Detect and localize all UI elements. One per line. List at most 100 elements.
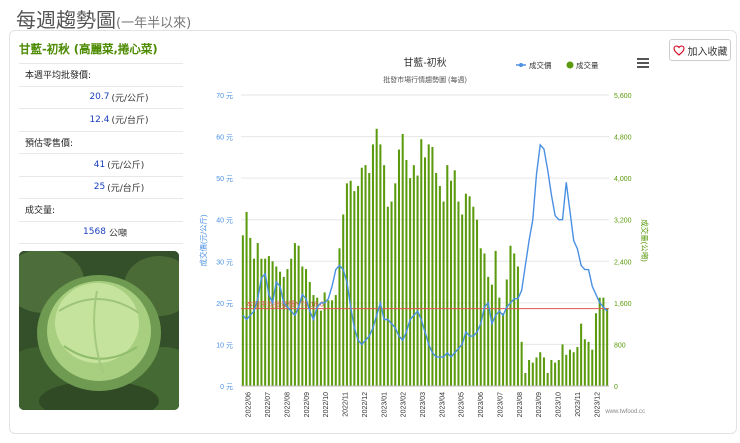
volume-bar: [331, 300, 334, 386]
volume-bar: [286, 269, 289, 386]
volume-bar: [476, 219, 479, 386]
legend-price-label: 成交價: [529, 60, 552, 70]
volume-bar: [535, 357, 538, 386]
volume-bar: [505, 279, 508, 386]
legend-volume-swatch: [566, 61, 574, 69]
volume-bar: [409, 178, 412, 386]
avg-wholesale-per-tai: 12.4 (元/台斤): [19, 109, 183, 132]
chart-menu-button[interactable]: [637, 58, 649, 70]
volume-bar: [516, 266, 519, 386]
volume-bar: [431, 146, 434, 386]
cabbage-photo: [19, 251, 179, 410]
y-left-tick: 20 元: [216, 300, 233, 308]
volume-bar: [383, 165, 386, 386]
chart-watermark: www.twfood.cc: [604, 409, 645, 415]
est-retail-label-text: 預估零售價:: [25, 138, 74, 149]
volume-bar: [528, 360, 531, 386]
y-left-label: 成交價(元/公斤): [198, 214, 208, 267]
y-right-tick: 800: [614, 342, 626, 349]
volume-bar: [260, 258, 263, 386]
add-favorite-label: 加入收藏: [687, 46, 728, 58]
y-left-tick: 0 元: [220, 383, 233, 391]
page-title: 每週趨勢圖(一年半以來): [16, 4, 191, 33]
x-tick-label: 2022/06: [246, 392, 253, 417]
est-retail-per-tai-value: 25: [93, 182, 106, 193]
volume-bar: [249, 237, 252, 386]
volume-label-text: 成交量:: [25, 206, 56, 217]
y-left-tick: 60 元: [216, 134, 233, 142]
volume-bar: [602, 297, 605, 386]
volume-bar: [275, 266, 278, 386]
x-tick-label: 2023/05: [459, 392, 466, 417]
est-retail-per-kg-value: 41: [93, 159, 106, 170]
volume-bar: [271, 261, 274, 386]
chart-subtitle: 批發市場行情趨勢圖 (每週): [383, 75, 467, 84]
volume-bar: [450, 180, 453, 386]
add-favorite-button[interactable]: 加入收藏: [669, 39, 731, 61]
volume-bar: [464, 193, 467, 386]
page-title-sub: (一年半以來): [116, 16, 192, 31]
volume-bar: [542, 357, 545, 386]
x-tick-label: 2022/09: [304, 392, 311, 417]
volume-bar: [583, 339, 586, 386]
y-left-tick: 10 元: [216, 341, 233, 349]
x-tick-label: 2023/11: [575, 392, 582, 417]
x-tick-label: 2022/07: [265, 392, 272, 417]
volume-bar: [379, 144, 382, 386]
menu-line: [637, 62, 649, 64]
price-line: [242, 143, 608, 358]
legend-price-marker: [519, 63, 523, 67]
volume-bar: [397, 149, 400, 386]
volume-bar: [334, 295, 337, 386]
y-right-tick: 1,600: [614, 301, 632, 308]
volume-bar: [405, 159, 408, 386]
volume-bar: [442, 201, 445, 386]
avg-wholesale-label: 本週平均批發價:: [19, 64, 183, 87]
volume-bar: [390, 201, 393, 386]
volume-bar: [305, 269, 308, 386]
y-right-tick: 5,600: [614, 93, 632, 100]
volume-bar: [290, 258, 293, 386]
volume-bar: [438, 185, 441, 386]
volume-bar: [606, 308, 609, 386]
volume-bar: [502, 313, 505, 386]
product-name: 甘藍-初秋 (高麗菜,捲心菜): [19, 38, 183, 64]
legend-volume-label: 成交量: [576, 60, 599, 70]
avg-wholesale-label-text: 本週平均批發價:: [25, 71, 92, 82]
x-tick-label: 2023/07: [497, 392, 504, 417]
volume-label: 成交量:: [19, 199, 183, 222]
chart-title: 甘藍-初秋: [403, 56, 446, 69]
volume-value: 1568: [83, 227, 106, 238]
volume-bar: [472, 206, 475, 386]
volume-bar: [256, 243, 259, 386]
volume-row: 1568 公噸: [19, 222, 183, 244]
y-right-label: 成交量(公噸): [640, 219, 650, 262]
volume-bar: [353, 191, 356, 386]
volume-bar: [457, 201, 460, 386]
volume-bar: [319, 310, 322, 386]
volume-bar: [576, 347, 579, 386]
est-retail-per-tai: 25 (元/台斤): [19, 177, 183, 199]
volume-bar: [386, 206, 389, 386]
est-retail-per-kg-unit: (元/公斤): [107, 161, 145, 172]
volume-bar: [264, 258, 267, 386]
y-right-tick: 4,000: [614, 176, 632, 183]
x-tick-label: 2022/08: [284, 392, 291, 417]
volume-bar: [598, 297, 601, 386]
volume-bar: [494, 250, 497, 386]
y-left-tick: 50 元: [216, 175, 233, 183]
volume-bar: [316, 297, 319, 386]
volume-bar: [252, 258, 256, 386]
y-left-tick: 30 元: [216, 258, 233, 266]
volume-bar: [323, 292, 326, 386]
volume-bar: [524, 373, 527, 386]
y-left-tick: 40 元: [216, 217, 233, 225]
volume-bar: [312, 295, 315, 386]
volume-bar: [423, 157, 427, 386]
volume-bar: [557, 360, 560, 386]
avg-wholesale-per-kg: 20.7 (元/公斤): [19, 87, 183, 109]
volume-bar: [420, 139, 423, 386]
volume-bar: [446, 165, 449, 386]
volume-bar: [565, 354, 568, 386]
y-right-tick: 3,200: [614, 218, 632, 225]
